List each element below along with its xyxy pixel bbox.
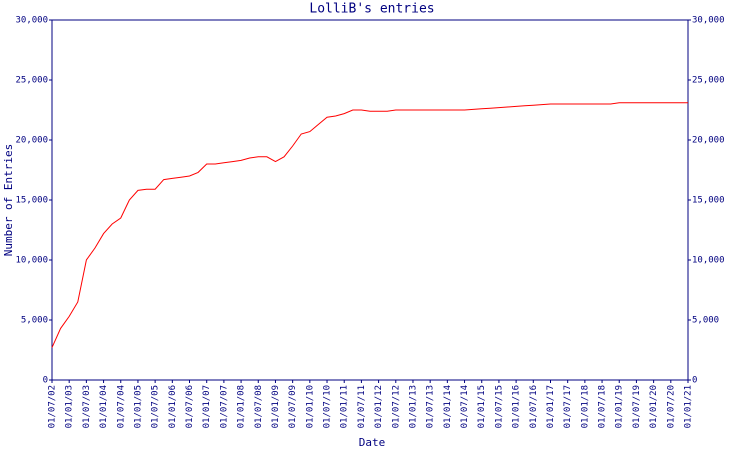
x-tick-label: 01/01/05: [133, 385, 143, 428]
x-tick-label: 01/01/20: [649, 385, 659, 428]
y-tick-label: 25,000: [15, 76, 48, 86]
data-line: [51, 102, 688, 348]
chart-title: LolliB's entries: [309, 2, 434, 17]
y2-tick-label: 15,000: [692, 196, 725, 206]
x-tick-label: 01/07/05: [151, 385, 161, 428]
x-tick-label: 01/07/08: [254, 385, 264, 428]
y-tick-label: 10,000: [15, 256, 48, 266]
y2-tick-label: 10,000: [692, 256, 725, 266]
y2-tick-label: 30,000: [692, 16, 725, 26]
x-tick-label: 01/01/18: [580, 385, 590, 428]
y-axis-label: Number of Entries: [2, 144, 15, 257]
x-tick-label: 01/01/14: [443, 385, 453, 428]
y-tick-label: 20,000: [15, 136, 48, 146]
x-tick-label: 01/07/11: [357, 385, 367, 428]
x-tick-label: 01/01/07: [202, 385, 212, 428]
x-tick-label: 01/01/10: [305, 385, 315, 428]
x-tick-label: 01/01/21: [684, 385, 694, 428]
x-tick-label: 01/01/06: [168, 385, 178, 428]
x-tick-label: 01/01/16: [512, 385, 522, 428]
x-tick-label: 01/07/18: [598, 385, 608, 428]
x-tick-label: 01/07/04: [116, 385, 126, 428]
x-tick-label: 01/01/08: [237, 385, 247, 428]
x-tick-label: 01/01/11: [340, 385, 350, 428]
x-tick-label: 01/07/12: [391, 385, 401, 428]
y2-tick-label: 25,000: [692, 76, 725, 86]
y-tick-label: 30,000: [15, 16, 48, 26]
x-tick-label: 01/01/13: [408, 385, 418, 428]
x-axis-label: Date: [359, 436, 386, 449]
x-tick-label: 01/01/19: [615, 385, 625, 428]
y2-tick-label: 0: [692, 376, 697, 386]
x-tick-label: 01/07/15: [494, 385, 504, 428]
x-tick-label: 01/07/06: [185, 385, 195, 428]
y2-tick-label: 5,000: [692, 316, 719, 326]
x-tick-label: 01/07/16: [529, 385, 539, 428]
x-tick-label: 01/01/03: [65, 385, 75, 428]
x-tick-label: 01/01/17: [546, 385, 556, 428]
x-tick-label: 01/01/12: [374, 385, 384, 428]
x-tick-label: 01/01/09: [271, 385, 281, 428]
x-tick-label: 01/07/20: [666, 385, 676, 428]
x-tick-label: 01/07/19: [632, 385, 642, 428]
x-tick-label: 01/07/02: [48, 385, 58, 428]
x-tick-label: 01/07/17: [563, 385, 573, 428]
x-tick-label: 01/07/13: [426, 385, 436, 428]
x-tick-label: 01/01/15: [477, 385, 487, 428]
x-tick-label: 01/07/10: [323, 385, 333, 428]
y-tick-label: 0: [43, 376, 48, 386]
y2-tick-label: 20,000: [692, 136, 725, 146]
x-tick-label: 01/07/03: [82, 385, 92, 428]
plot-frame: [51, 19, 689, 381]
x-tick-label: 01/01/04: [99, 385, 109, 428]
x-tick-label: 01/07/07: [219, 385, 229, 428]
y-tick-label: 15,000: [15, 196, 48, 206]
x-tick-label: 01/07/14: [460, 385, 470, 428]
x-tick-label: 01/07/09: [288, 385, 298, 428]
y-tick-label: 5,000: [21, 316, 48, 326]
